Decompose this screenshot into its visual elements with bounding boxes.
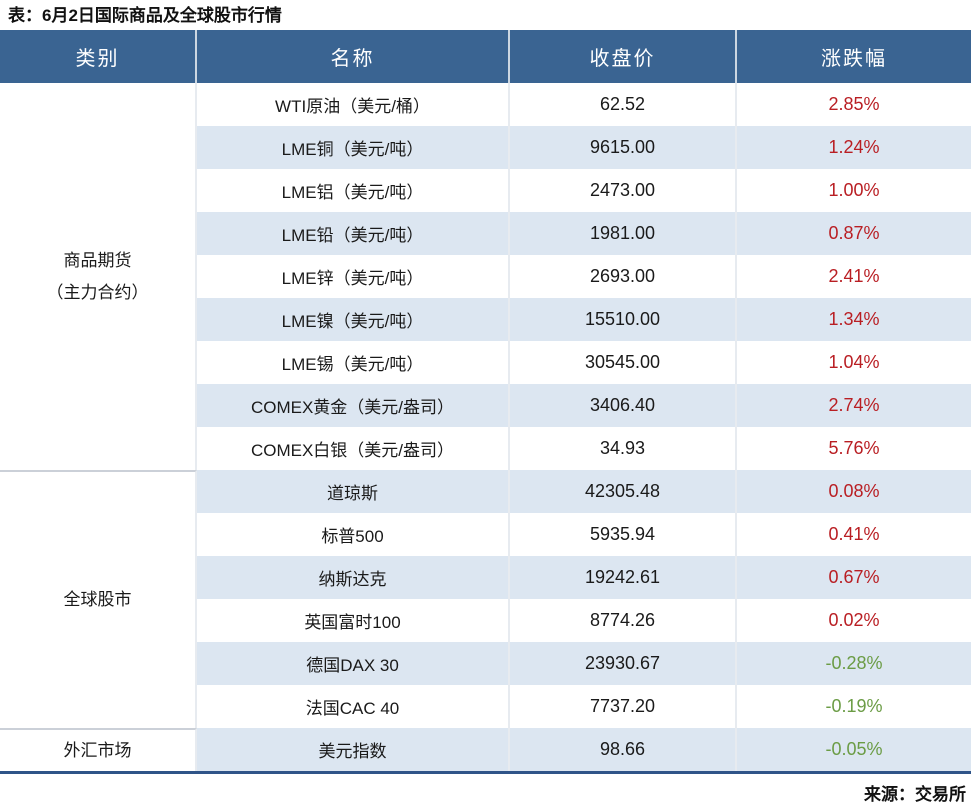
close-cell: 62.52 <box>510 83 737 126</box>
change-cell: 5.76% <box>828 438 880 458</box>
category-cell: 全球股市 <box>0 470 197 728</box>
close-cell: 98.66 <box>510 728 737 771</box>
close-cell: 5935.94 <box>510 513 737 556</box>
name-cell: LME铅（美元/吨） <box>197 212 510 255</box>
name-cell: 法国CAC 40 <box>197 685 510 728</box>
change-cell: -0.19% <box>825 696 883 716</box>
header-close: 收盘价 <box>510 30 737 83</box>
header-category: 类别 <box>0 30 197 83</box>
change-cell: 0.67% <box>828 567 880 587</box>
name-cell: LME铝（美元/吨） <box>197 169 510 212</box>
table-row: LME锡（美元/吨） 30545.00 1.04% <box>197 341 971 384</box>
change-cell: -0.05% <box>825 739 883 759</box>
close-cell: 8774.26 <box>510 599 737 642</box>
name-cell: LME铜（美元/吨） <box>197 126 510 169</box>
close-cell: 7737.20 <box>510 685 737 728</box>
market-table: 类别 名称 收盘价 涨跌幅 商品期货 （主力合约） 全球股市 外汇市场 WTI原油（美… <box>0 30 971 774</box>
table-row: LME铜（美元/吨） 9615.00 1.24% <box>197 126 971 169</box>
name-cell: COMEX黄金（美元/盎司） <box>197 384 510 427</box>
change-cell: 2.74% <box>828 395 880 415</box>
change-cell: 1.00% <box>828 180 880 200</box>
table-row: 纳斯达克 19242.61 0.67% <box>197 556 971 599</box>
name-cell: WTI原油（美元/桶） <box>197 83 510 126</box>
table-row: LME镍（美元/吨） 15510.00 1.34% <box>197 298 971 341</box>
change-cell: 0.08% <box>828 481 880 501</box>
rows-column: WTI原油（美元/桶） 62.52 2.85% LME铜（美元/吨） 9615.00 1.… <box>197 83 971 771</box>
change-cell: 2.85% <box>828 94 880 114</box>
close-cell: 1981.00 <box>510 212 737 255</box>
source-note: 来源：交易所 <box>864 785 966 804</box>
name-cell: 纳斯达克 <box>197 556 510 599</box>
name-cell: LME镍（美元/吨） <box>197 298 510 341</box>
change-cell: -0.28% <box>825 653 883 673</box>
name-cell: LME锡（美元/吨） <box>197 341 510 384</box>
table-row: LME铝（美元/吨） 2473.00 1.00% <box>197 169 971 212</box>
change-cell: 1.04% <box>828 352 880 372</box>
name-cell: 美元指数 <box>197 728 510 771</box>
table-row: COMEX黄金（美元/盎司） 3406.40 2.74% <box>197 384 971 427</box>
table-row: 美元指数 98.66 -0.05% <box>197 728 971 771</box>
table-body: 商品期货 （主力合约） 全球股市 外汇市场 WTI原油（美元/桶） 62.52 2.85%… <box>0 83 971 774</box>
close-cell: 9615.00 <box>510 126 737 169</box>
change-cell: 0.41% <box>828 524 880 544</box>
table-row: WTI原油（美元/桶） 62.52 2.85% <box>197 83 971 126</box>
change-cell: 1.24% <box>828 137 880 157</box>
close-cell: 23930.67 <box>510 642 737 685</box>
change-cell: 0.87% <box>828 223 880 243</box>
close-cell: 2693.00 <box>510 255 737 298</box>
close-cell: 15510.00 <box>510 298 737 341</box>
close-cell: 34.93 <box>510 427 737 470</box>
table-row: 英国富时100 8774.26 0.02% <box>197 599 971 642</box>
change-cell: 1.34% <box>828 309 880 329</box>
change-cell: 0.02% <box>828 610 880 630</box>
table-header-row: 类别 名称 收盘价 涨跌幅 <box>0 30 971 83</box>
close-cell: 3406.40 <box>510 384 737 427</box>
header-change: 涨跌幅 <box>821 46 887 70</box>
table-row: 德国DAX 30 23930.67 -0.28% <box>197 642 971 685</box>
table-row: 标普500 5935.94 0.41% <box>197 513 971 556</box>
table-row: COMEX白银（美元/盎司） 34.93 5.76% <box>197 427 971 470</box>
close-cell: 30545.00 <box>510 341 737 384</box>
name-cell: 标普500 <box>197 513 510 556</box>
name-cell: 英国富时100 <box>197 599 510 642</box>
close-cell: 42305.48 <box>510 470 737 513</box>
table-row: 法国CAC 40 7737.20 -0.19% <box>197 685 971 728</box>
category-cell: 外汇市场 <box>0 728 197 771</box>
header-name: 名称 <box>197 30 510 83</box>
category-cell: 商品期货 （主力合约） <box>0 83 197 470</box>
name-cell: 道琼斯 <box>197 470 510 513</box>
table-row: LME铅（美元/吨） 1981.00 0.87% <box>197 212 971 255</box>
close-cell: 2473.00 <box>510 169 737 212</box>
change-cell: 2.41% <box>828 266 880 286</box>
category-column: 商品期货 （主力合约） 全球股市 外汇市场 <box>0 83 197 771</box>
name-cell: 德国DAX 30 <box>197 642 510 685</box>
table-row: 道琼斯 42305.48 0.08% <box>197 470 971 513</box>
page-title: 表：6月2日国际商品及全球股市行情 <box>8 6 282 25</box>
name-cell: LME锌（美元/吨） <box>197 255 510 298</box>
name-cell: COMEX白银（美元/盎司） <box>197 427 510 470</box>
table-row: LME锌（美元/吨） 2693.00 2.41% <box>197 255 971 298</box>
close-cell: 19242.61 <box>510 556 737 599</box>
